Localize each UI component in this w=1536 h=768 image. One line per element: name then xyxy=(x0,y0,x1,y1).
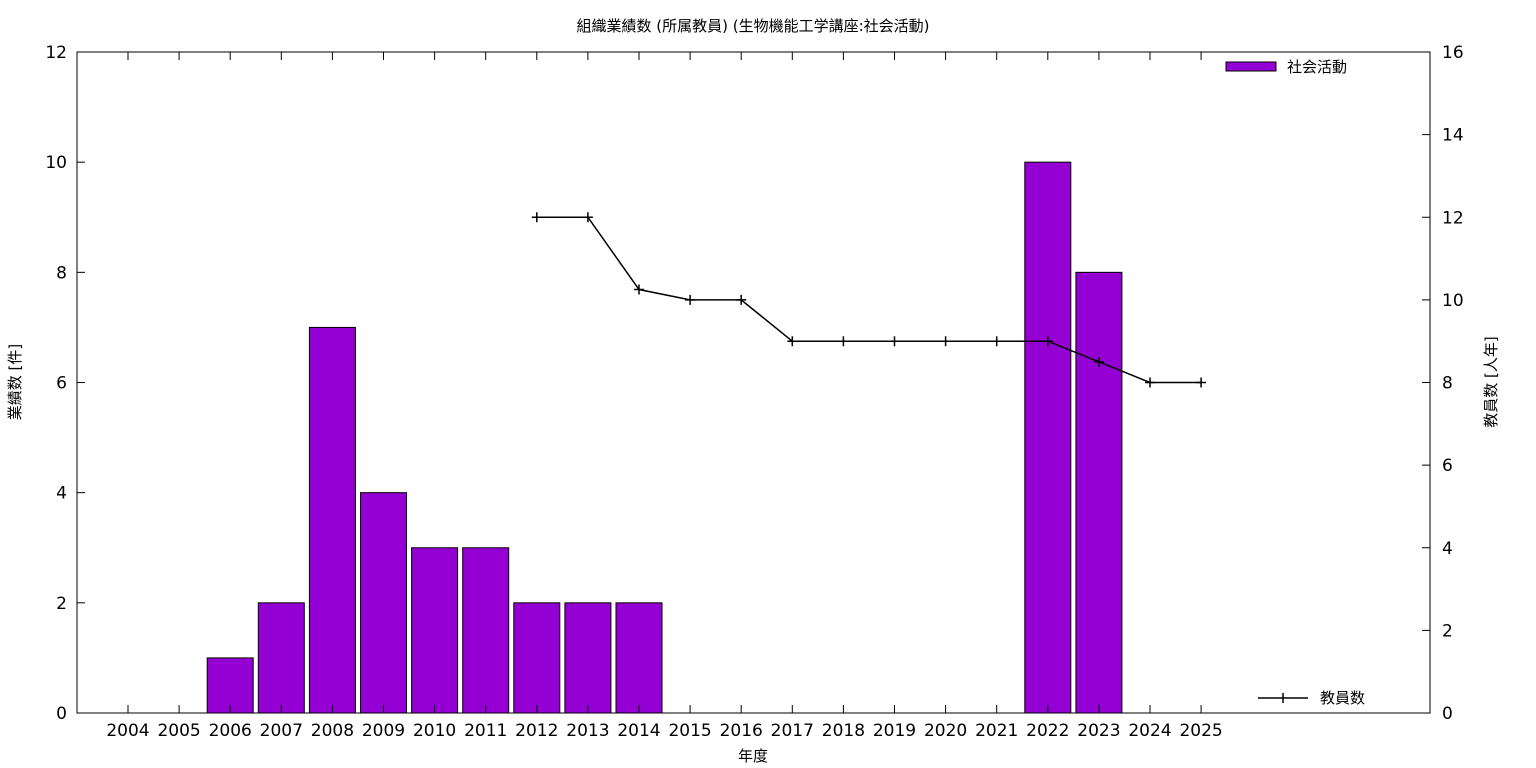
line-point xyxy=(889,336,900,347)
y2-tick-label: 14 xyxy=(1442,126,1464,146)
x-tick-label: 2012 xyxy=(515,721,558,741)
x-tick-label: 2005 xyxy=(157,721,200,741)
y2-axis-label: 教員数 [人年] xyxy=(1482,336,1500,427)
bar xyxy=(206,657,254,714)
y2-tick-label: 2 xyxy=(1442,621,1453,641)
line-point xyxy=(940,336,951,347)
bar xyxy=(1024,161,1072,714)
y2-tick-label: 16 xyxy=(1442,43,1464,63)
x-tick-label: 2025 xyxy=(1179,721,1222,741)
x-tick-label: 2004 xyxy=(106,721,149,741)
y-tick-label: 8 xyxy=(56,263,67,283)
chart-title: 組織業績数 (所属教員) (生物機能工学講座:社会活動) xyxy=(576,17,929,35)
legend-line-label: 教員数 xyxy=(1320,689,1365,707)
x-tick-label: 2008 xyxy=(311,721,354,741)
y2-tick-label: 8 xyxy=(1442,374,1453,394)
bar xyxy=(564,602,612,714)
y-tick-label: 6 xyxy=(56,374,67,394)
right-axis: 0 2 4 6 8 10 12 14 16 xyxy=(1422,43,1464,724)
x-tick-label: 2018 xyxy=(822,721,865,741)
line-point xyxy=(1145,377,1155,388)
bar xyxy=(1075,271,1123,714)
legend-bar-label: 社会活動 xyxy=(1287,58,1347,76)
line-path xyxy=(536,216,1202,384)
x-tick-label: 2006 xyxy=(209,721,252,741)
y2-tick-label: 10 xyxy=(1442,291,1464,311)
y-tick-label: 4 xyxy=(56,484,67,504)
x-tick-label: 2021 xyxy=(975,721,1018,741)
y2-tick-label: 6 xyxy=(1442,456,1453,476)
y-tick-label: 12 xyxy=(45,43,67,63)
y-tick-label: 10 xyxy=(45,153,67,173)
line-point xyxy=(1042,336,1053,347)
x-tick-label: 2014 xyxy=(617,721,660,741)
line-point xyxy=(991,336,1002,347)
line-point xyxy=(634,284,644,295)
x-tick-label: 2009 xyxy=(362,721,405,741)
x-axis: 2004 2005 2006 2007 2008 2009 2010 2011 2012 2013… xyxy=(106,52,1223,741)
x-tick-label: 2022 xyxy=(1026,721,1069,741)
y2-tick-label: 0 xyxy=(1442,704,1453,724)
bar xyxy=(360,492,407,714)
y2-tick-label: 4 xyxy=(1442,539,1453,559)
x-tick-label: 2011 xyxy=(464,721,507,741)
bar xyxy=(257,602,305,714)
line-point xyxy=(582,212,593,223)
y-tick-label: 0 xyxy=(56,704,67,724)
line-point xyxy=(1196,377,1207,388)
line-point xyxy=(787,336,798,347)
line-series xyxy=(531,212,1207,388)
x-tick-label: 2010 xyxy=(413,721,456,741)
left-axis: 0 2 4 6 8 10 12 xyxy=(45,43,85,724)
legend-line-entry: 教員数 xyxy=(1258,689,1365,707)
x-tick-label: 2016 xyxy=(720,721,763,741)
line-point xyxy=(838,336,849,347)
x-tick-label: 2024 xyxy=(1128,721,1171,741)
x-tick-label: 2019 xyxy=(873,721,916,741)
bar xyxy=(411,547,459,714)
line-point xyxy=(685,294,696,305)
x-axis-label: 年度 xyxy=(738,747,768,765)
y-axis-label: 業績数 [件] xyxy=(6,344,24,420)
x-tick-label: 2017 xyxy=(771,721,814,741)
bar xyxy=(615,602,663,714)
x-tick-label: 2015 xyxy=(668,721,711,741)
y2-tick-label: 12 xyxy=(1442,208,1464,228)
y-tick-label: 2 xyxy=(56,594,67,614)
x-tick-label: 2023 xyxy=(1077,721,1120,741)
x-tick-label: 2013 xyxy=(566,721,609,741)
bar xyxy=(513,602,561,714)
legend-bar-swatch xyxy=(1225,61,1277,72)
line-point xyxy=(736,294,747,305)
x-tick-label: 2007 xyxy=(260,721,303,741)
x-tick-label: 2020 xyxy=(924,721,967,741)
line-point xyxy=(531,212,542,223)
line-point xyxy=(1093,356,1104,367)
bar xyxy=(308,326,356,714)
bar-series xyxy=(206,161,1123,714)
bar xyxy=(462,547,510,714)
legend-bar-entry: 社会活動 xyxy=(1225,58,1347,76)
